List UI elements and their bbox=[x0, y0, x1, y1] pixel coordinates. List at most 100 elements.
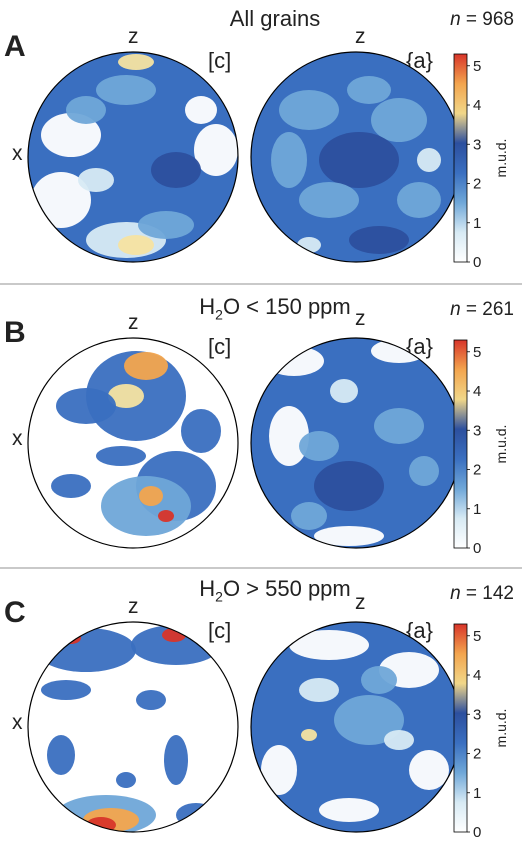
colorbar-tick-label: 5 bbox=[473, 58, 481, 75]
density-contour bbox=[261, 745, 297, 795]
density-contour bbox=[291, 502, 327, 530]
density-contour bbox=[118, 54, 154, 70]
c-axis-pole-figure bbox=[27, 337, 239, 549]
z-axis-label-right: z bbox=[355, 591, 366, 614]
panel-separator bbox=[0, 567, 522, 569]
colorbar-tick-label: 5 bbox=[473, 344, 481, 361]
a-axis-pole-figure bbox=[250, 621, 462, 833]
density-contour bbox=[164, 735, 188, 785]
n-symbol: n bbox=[450, 299, 461, 320]
colorbar-tick-label: 4 bbox=[473, 383, 481, 400]
colorbar-tick-label: 1 bbox=[473, 215, 481, 232]
colorbar-tick-label: 0 bbox=[473, 540, 481, 556]
grain-count: n = 261 bbox=[450, 300, 514, 319]
density-contour bbox=[347, 76, 391, 104]
colorbar-tick-label: 4 bbox=[473, 667, 481, 684]
colorbar-gradient bbox=[453, 623, 468, 833]
density-contour bbox=[314, 461, 384, 511]
colorbar-title: m.u.d. bbox=[493, 139, 509, 178]
n-value: = 968 bbox=[465, 9, 514, 30]
panel-title: H2O < 150 ppm bbox=[160, 294, 390, 323]
primitive-circle bbox=[27, 337, 239, 549]
density-contour bbox=[409, 750, 449, 790]
c-axis-label: [c] bbox=[208, 618, 232, 643]
density-contour bbox=[185, 96, 217, 124]
colorbar-gradient bbox=[453, 339, 468, 549]
title-h: H bbox=[199, 576, 216, 601]
colorbar-gradient bbox=[453, 53, 468, 263]
density-contour bbox=[417, 148, 441, 172]
density-contour bbox=[269, 406, 309, 466]
density-contour bbox=[361, 666, 397, 694]
density-contour bbox=[78, 168, 114, 192]
grain-count: n = 968 bbox=[450, 10, 514, 29]
primitive-circle bbox=[27, 51, 239, 263]
panel-separator bbox=[0, 283, 522, 285]
title-rest: O > 550 ppm bbox=[222, 576, 351, 601]
colorbar-tick-label: 4 bbox=[473, 97, 481, 114]
density-contour bbox=[314, 526, 384, 546]
panel-title: All grains bbox=[229, 6, 321, 31]
n-value: = 261 bbox=[465, 299, 514, 320]
density-contour bbox=[299, 678, 339, 702]
density-contour bbox=[271, 132, 307, 188]
colorbar-tick-label: 0 bbox=[473, 824, 481, 840]
colorbar: 0 1 2 3 4 5 m.u.d. bbox=[452, 618, 512, 845]
z-axis-label-right: z bbox=[355, 307, 366, 330]
panel-a: A All grains n = 968 z z x [c] {a} 0 1 2 3 4… bbox=[0, 0, 522, 281]
n-value: = 142 bbox=[465, 583, 514, 604]
c-axis-label: [c] bbox=[208, 48, 232, 73]
density-contour bbox=[41, 680, 91, 700]
panel-letter: A bbox=[4, 30, 26, 63]
colorbar-scale: 0 1 2 3 4 5 m.u.d. bbox=[453, 339, 509, 557]
density-contour bbox=[319, 132, 399, 188]
colorbar-title: m.u.d. bbox=[493, 425, 509, 464]
x-axis-label: x bbox=[12, 142, 23, 165]
density-contour bbox=[371, 98, 427, 142]
density-contour bbox=[96, 446, 146, 466]
colorbar-tick-label: 3 bbox=[473, 422, 481, 439]
density-contour bbox=[86, 817, 116, 832]
z-axis-label-right: z bbox=[355, 25, 366, 48]
density-contour bbox=[319, 798, 379, 822]
density-contour bbox=[334, 695, 404, 745]
primitive-circle bbox=[27, 621, 239, 833]
colorbar-tick-label: 2 bbox=[473, 176, 481, 193]
density-contour bbox=[96, 75, 156, 105]
a-axis-pole-figure bbox=[250, 51, 462, 263]
density-contour bbox=[51, 474, 91, 498]
colorbar-tick-label: 0 bbox=[473, 254, 481, 270]
density-contour bbox=[151, 152, 201, 188]
density-contour bbox=[349, 226, 409, 254]
panel-letter: C bbox=[4, 596, 26, 629]
colorbar-tick-label: 2 bbox=[473, 462, 481, 479]
grain-count: n = 142 bbox=[450, 584, 514, 603]
density-contour bbox=[36, 628, 136, 672]
c-axis-label: [c] bbox=[208, 334, 232, 359]
a-axis-label: {a} bbox=[406, 334, 433, 359]
colorbar-tick-label: 2 bbox=[473, 746, 481, 763]
density-contour bbox=[330, 379, 358, 403]
a-axis-label: {a} bbox=[406, 618, 433, 643]
a-axis-pole-figure bbox=[250, 337, 462, 549]
c-axis-pole-figure bbox=[27, 621, 239, 833]
panel-letter: B bbox=[4, 316, 26, 349]
colorbar-tick-label: 3 bbox=[473, 706, 481, 723]
density-contour bbox=[136, 690, 166, 710]
colorbar: 0 1 2 3 4 5 m.u.d. bbox=[452, 48, 512, 275]
a-axis-label: {a} bbox=[406, 48, 433, 73]
title-subscript: 2 bbox=[215, 306, 223, 323]
colorbar-tick-label: 1 bbox=[473, 785, 481, 802]
title-h: H bbox=[199, 294, 216, 319]
density-contour bbox=[374, 408, 424, 444]
n-symbol: n bbox=[450, 583, 461, 604]
colorbar-tick-label: 1 bbox=[473, 501, 481, 518]
density-contour bbox=[108, 384, 144, 408]
density-contour bbox=[264, 346, 324, 376]
density-contour bbox=[299, 431, 339, 461]
density-contour bbox=[279, 90, 339, 130]
panel-title: H2O > 550 ppm bbox=[160, 576, 390, 604]
density-contour bbox=[66, 96, 106, 124]
